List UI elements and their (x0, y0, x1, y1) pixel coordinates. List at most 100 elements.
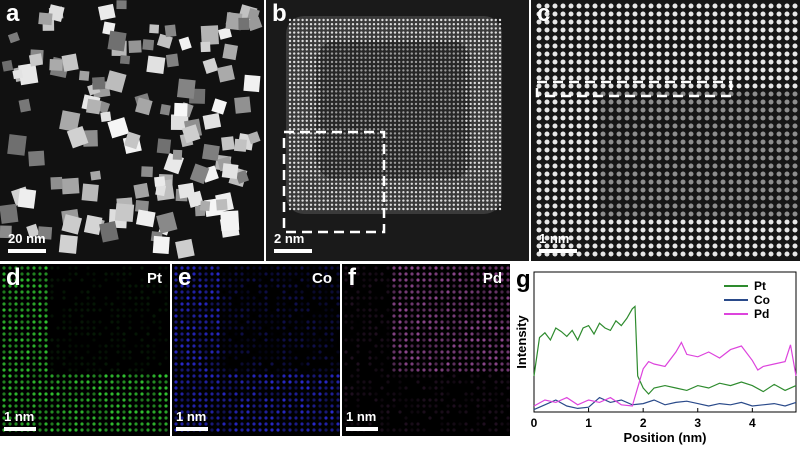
legend-label: Co (754, 293, 770, 307)
nanocube (146, 55, 166, 74)
nanocube (164, 24, 177, 38)
nanocube (152, 235, 170, 254)
scale-bar-label: 2 nm (274, 231, 305, 246)
nanocube (216, 64, 235, 83)
nanocube (1, 60, 14, 72)
nanocube (99, 221, 119, 243)
nanocube (119, 55, 131, 65)
nanocube (107, 30, 127, 52)
nanocube (243, 74, 261, 93)
nanocube (26, 223, 40, 238)
scale-bar: 2 nm (274, 231, 314, 257)
panel-label: a (6, 0, 20, 27)
pt-map (2, 266, 168, 432)
nanocube (0, 225, 12, 239)
nanocube (128, 40, 142, 54)
scale-bar: 1 nm (539, 231, 579, 257)
nanocube (18, 98, 32, 113)
nanocube (181, 124, 201, 144)
nanocube (49, 58, 63, 71)
nanocube (246, 16, 263, 32)
scale-bar-label: 1 nm (176, 409, 207, 424)
x-tick-label: 2 (640, 416, 647, 430)
nanocube (7, 31, 20, 44)
nanocube (141, 166, 153, 178)
element-label: Pd (482, 270, 502, 287)
legend-label: Pt (754, 279, 766, 293)
x-axis-label: Position (nm) (623, 430, 706, 445)
nanocube (90, 170, 102, 181)
nanocube (135, 97, 153, 116)
nanocube (17, 62, 39, 86)
panel-label: b (272, 0, 287, 27)
nanocube (17, 188, 37, 209)
nanocube (177, 182, 195, 199)
nanocube (189, 163, 210, 185)
nanocube (142, 39, 155, 51)
nanocube (107, 117, 130, 139)
y-axis-label: Intensity (514, 315, 529, 369)
nanocube (156, 138, 172, 155)
nanocube (172, 149, 183, 160)
panel-b: b 2 nm (266, 0, 529, 261)
pd-map (344, 266, 510, 432)
nanocube (220, 210, 240, 231)
nanocube (159, 104, 171, 116)
x-tick-label: 1 (585, 416, 592, 430)
nanocube (175, 238, 195, 259)
nanocube (156, 33, 173, 49)
panel-label: c (537, 0, 551, 27)
nanocube (234, 96, 252, 114)
nanocube (165, 53, 179, 68)
panel-c: c 1 nm (531, 0, 800, 261)
panel-a: a 20 nm (0, 0, 264, 261)
nanocube (202, 113, 222, 130)
panel-label: g (516, 266, 531, 293)
nanocube (61, 177, 80, 195)
panel-label: e (178, 264, 192, 291)
zoom-region-box (282, 130, 386, 234)
nanocube (247, 131, 261, 145)
nanocube (61, 214, 83, 235)
scale-bar-label: 20 nm (8, 231, 46, 246)
line-scan-box (535, 80, 733, 98)
scale-bar: 20 nm (8, 231, 48, 257)
nanocube (202, 143, 220, 161)
lattice-image (282, 16, 502, 234)
series-line-pd (533, 341, 797, 407)
plot-frame (533, 271, 797, 413)
nanocube (176, 78, 196, 99)
nanocube (221, 136, 235, 151)
nanocube (200, 25, 219, 46)
nanocube (81, 183, 99, 202)
series-line-co (533, 396, 797, 411)
nanocube (97, 3, 116, 21)
nanocube (61, 53, 79, 72)
nanocube (7, 134, 27, 156)
panel-g: 0 1 2 3 4 Position (nm) Intensity Pt Co Pd g (512, 264, 800, 455)
nanocube (58, 234, 78, 254)
nanocube (135, 209, 156, 228)
nanocube (66, 125, 89, 149)
nanocube (156, 211, 178, 234)
series-line-pt (533, 305, 797, 395)
scale-bar: 1 nm (176, 409, 216, 435)
nanocube (211, 98, 227, 115)
nanocube (247, 7, 260, 22)
nanocube (28, 150, 45, 167)
nanocube (135, 200, 149, 213)
scale-bar-label: 1 nm (539, 231, 570, 246)
nanocube (225, 12, 243, 31)
nanocube (28, 53, 43, 67)
nanocube (133, 182, 150, 199)
nanocube (233, 138, 247, 152)
nanocube (202, 57, 219, 74)
scale-bar: 1 nm (346, 409, 386, 435)
nanocube (38, 12, 53, 26)
nanocube (178, 36, 192, 51)
nanocube (92, 76, 106, 90)
nanocube (100, 111, 112, 122)
panel-label: f (348, 264, 356, 291)
x-tick-label: 3 (694, 416, 701, 430)
